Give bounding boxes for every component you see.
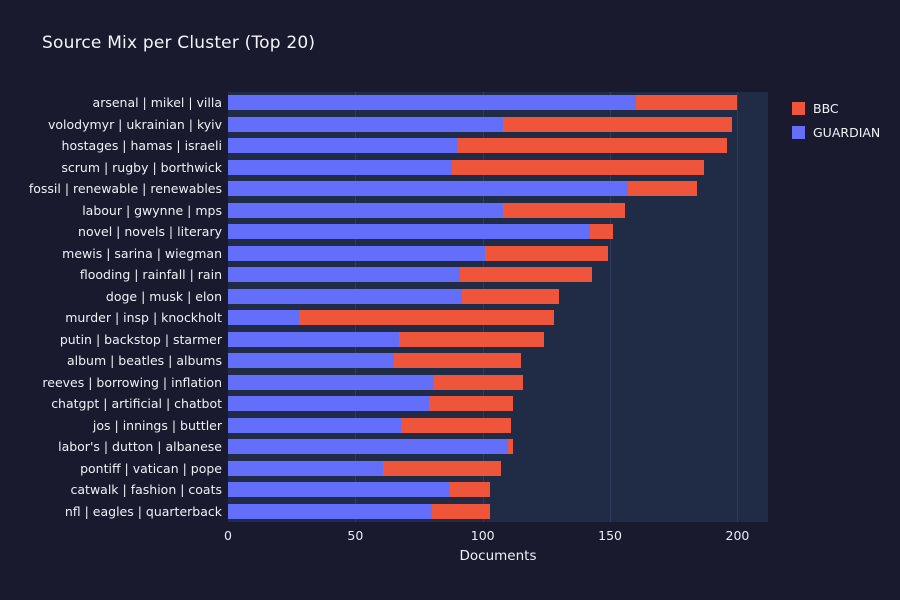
x-axis-ticks: 0 50 100 150 200 (224, 528, 768, 544)
y-axis-label: catwalk | fashion | coats (70, 482, 222, 497)
bar-segment-bbc[interactable] (503, 116, 733, 132)
bar-segment-bbc[interactable] (485, 245, 608, 261)
gridline (355, 92, 357, 522)
bar-segment-bbc[interactable] (452, 159, 705, 175)
bar-segment-bbc[interactable] (508, 439, 514, 455)
bar-segment-guardian[interactable] (228, 181, 628, 197)
bar-segment-guardian[interactable] (228, 202, 504, 218)
gridline (737, 92, 739, 522)
legend-label: BBC (813, 101, 839, 116)
bar-segment-bbc[interactable] (589, 224, 613, 240)
y-axis-label: putin | backstop | starmer (59, 331, 222, 347)
bar-segment-bbc[interactable] (393, 353, 521, 369)
bar-segment-bbc[interactable] (449, 482, 491, 498)
bar-segment-guardian[interactable] (228, 224, 590, 240)
bar-segment-guardian[interactable] (228, 288, 463, 304)
bar-segment-guardian[interactable] (228, 310, 300, 326)
y-axis-label: arsenal | mikel | villa (92, 95, 222, 110)
x-axis-title: Documents (459, 548, 537, 564)
bar-segment-guardian[interactable] (228, 439, 509, 455)
y-axis-label: doge | musk | elon (105, 288, 222, 304)
bar-segment-bbc[interactable] (457, 138, 728, 154)
bar-segment-guardian[interactable] (228, 417, 402, 433)
plot-area (228, 92, 768, 522)
bar-segment-bbc[interactable] (503, 202, 626, 218)
bar-segment-bbc[interactable] (431, 503, 491, 519)
bar-segment-guardian[interactable] (228, 95, 636, 111)
y-axis-label: nfl | eagles | quarterback (64, 503, 222, 519)
y-axis-label: labour | gwynne | mps (82, 202, 222, 218)
legend-swatch (792, 102, 805, 115)
x-axis-tick: 0 (224, 528, 232, 543)
x-axis-tick: 100 (470, 528, 495, 543)
x-axis-tick: 200 (725, 528, 750, 543)
bar-segment-guardian[interactable] (228, 159, 453, 175)
y-axis-label: reeves | borrowing | inflation (42, 374, 222, 390)
bar-segment-guardian[interactable] (228, 331, 399, 347)
y-axis-label: murder | insp | knockholt (65, 310, 222, 325)
bar-segment-bbc[interactable] (627, 181, 697, 197)
y-axis-label: album | beatles | albums (66, 353, 222, 368)
y-axis-label: mewis | sarina | wiegman (62, 245, 222, 261)
bar-segment-guardian[interactable] (228, 460, 384, 476)
bar-segment-guardian[interactable] (228, 503, 432, 519)
y-axis-label: fossil | renewable | renewables (28, 181, 222, 196)
y-axis-label: scrum | rugby | borthwick (61, 159, 222, 175)
bar-segment-bbc[interactable] (429, 396, 514, 412)
y-axis-label: volodymyr | ukrainian | kyiv (48, 116, 222, 132)
bar-segment-guardian[interactable] (228, 116, 504, 132)
bar-segment-bbc[interactable] (635, 95, 738, 111)
y-axis-label: jos | innings | buttler (92, 417, 222, 433)
y-axis-label: pontiff | vatican | pope (80, 460, 222, 476)
chart-title: Source Mix per Cluster (Top 20) (42, 33, 316, 53)
y-axis-label: flooding | rainfall | rain (79, 267, 222, 282)
bar-segment-bbc[interactable] (398, 331, 544, 347)
x-axis-tick: 150 (598, 528, 622, 543)
x-axis-tick: 50 (347, 528, 364, 543)
legend-label: GUARDIAN (813, 125, 881, 140)
bar-segment-bbc[interactable] (434, 374, 524, 390)
legend-swatch (792, 126, 805, 139)
bar-segment-bbc[interactable] (299, 310, 555, 326)
bar-segment-guardian[interactable] (228, 396, 430, 412)
legend-item-bbc[interactable]: BBC (792, 101, 880, 116)
bar-segment-guardian[interactable] (228, 245, 486, 261)
bar-segment-bbc[interactable] (383, 460, 501, 476)
bar-segment-guardian[interactable] (228, 138, 458, 154)
bar-segment-bbc[interactable] (401, 417, 511, 433)
bar-segment-guardian[interactable] (228, 267, 460, 283)
legend-item-guardian[interactable]: GUARDIAN (792, 125, 880, 140)
legend: BBC GUARDIAN (792, 101, 880, 149)
y-axis-label: novel | novels | literary (78, 224, 222, 239)
y-axis-label: chatgpt | artificial | chatbot (51, 396, 222, 411)
bar-segment-bbc[interactable] (462, 288, 560, 304)
bar-segment-guardian[interactable] (228, 482, 450, 498)
y-axis-label: labor's | dutton | albanese (58, 439, 222, 454)
bar-segment-bbc[interactable] (459, 267, 593, 283)
y-axis-labels: arsenal | mikel | villa volodymyr | ukrai… (0, 92, 222, 522)
bar-segment-guardian[interactable] (228, 374, 435, 390)
y-axis-label: hostages | hamas | israeli (61, 138, 222, 153)
gridline (482, 92, 484, 522)
bar-segment-guardian[interactable] (228, 353, 394, 369)
gridline (610, 92, 612, 522)
